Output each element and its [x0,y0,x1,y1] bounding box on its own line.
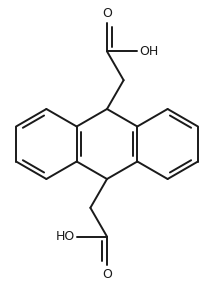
Text: OH: OH [139,45,158,58]
Text: O: O [102,7,112,20]
Text: HO: HO [56,230,75,243]
Text: O: O [102,268,112,281]
